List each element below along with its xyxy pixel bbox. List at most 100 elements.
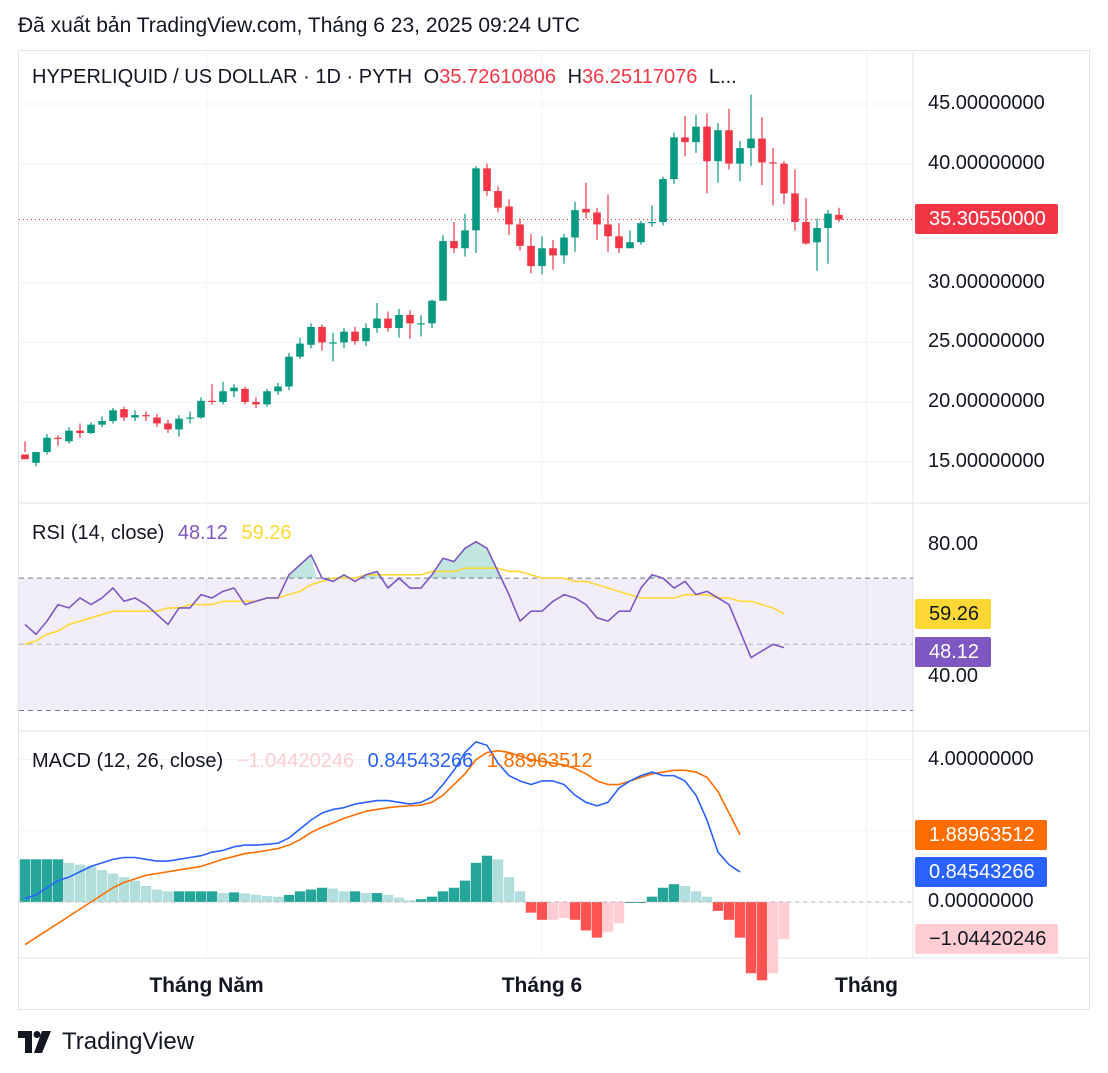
candle-body: [604, 224, 612, 237]
candle: [219, 381, 227, 405]
candle: [615, 223, 623, 253]
candle-body: [516, 224, 524, 246]
candle: [714, 123, 722, 183]
candle-body: [450, 241, 458, 249]
rsi-tag: 48.12: [915, 637, 992, 667]
candle: [483, 163, 491, 196]
macd-hist-bar: [239, 893, 251, 902]
macd-hist-bar: [96, 869, 108, 902]
candle: [824, 210, 832, 264]
macd-hist-bar: [338, 891, 350, 902]
macd-value: 0.84543266: [367, 750, 474, 772]
macd-hist-bar: [470, 862, 482, 902]
macd-hist-bar: [657, 887, 669, 902]
macd-hist-bar: [558, 902, 570, 919]
candle: [208, 384, 216, 405]
candle-body: [747, 138, 755, 149]
macd-hist-bar: [283, 894, 295, 902]
macd-hist-bar: [261, 895, 273, 902]
candle: [307, 323, 315, 349]
macd-hist-bar: [514, 891, 526, 902]
candle: [351, 326, 359, 345]
price-tick-label: 15.00000000: [928, 449, 1045, 472]
footer-brand[interactable]: TradingView: [18, 1028, 194, 1056]
time-tick-label: Tháng: [835, 974, 898, 997]
candle-body: [373, 318, 381, 329]
candle: [230, 384, 238, 398]
price-tick-label: 40.00000000: [928, 151, 1045, 174]
candle: [571, 201, 579, 252]
candle: [758, 117, 766, 186]
candle-body: [274, 386, 282, 392]
candle-body: [637, 223, 645, 243]
macd-hist-bar: [767, 902, 779, 974]
candle-body: [549, 248, 557, 256]
macd-hist-bar: [217, 893, 229, 902]
candle-body: [318, 326, 326, 343]
candle-body: [802, 222, 810, 244]
candle: [241, 386, 249, 405]
macd-hist-bar: [305, 889, 317, 902]
candle: [428, 299, 436, 329]
rsi-ma-value: 59.26: [241, 522, 292, 544]
macd-hist-bar: [415, 899, 427, 902]
macd-hist-bar: [734, 902, 746, 938]
candle-body: [824, 213, 832, 228]
macd-hist-bar: [173, 891, 185, 902]
candle-body: [230, 387, 238, 392]
candle: [65, 427, 73, 444]
candle-body: [406, 314, 414, 324]
candle: [197, 397, 205, 419]
macd-hist-bar: [569, 902, 581, 920]
candle: [252, 397, 260, 408]
candle-body: [780, 163, 788, 194]
macd-hist-bar: [393, 897, 405, 902]
candle: [527, 233, 535, 274]
candle: [549, 239, 557, 270]
candle: [747, 94, 755, 166]
macd-hist-bar: [74, 864, 86, 902]
macd-hist-bar: [162, 891, 174, 902]
macd-hist-bar: [613, 902, 625, 924]
candle-body: [725, 130, 733, 164]
candle-body: [263, 391, 271, 405]
rsi-name: RSI (14, close): [32, 522, 165, 544]
candle-body: [560, 237, 568, 256]
candle: [98, 416, 106, 428]
gridlines: [19, 51, 913, 958]
candle-body: [538, 248, 546, 267]
candle-body: [362, 328, 370, 342]
candle: [450, 222, 458, 253]
candle: [692, 114, 700, 153]
macd-hist-bar: [635, 902, 647, 903]
candle: [340, 328, 348, 349]
candle: [384, 311, 392, 332]
candle: [274, 382, 282, 395]
candle-body: [87, 424, 95, 433]
macd-hist-bar: [723, 902, 735, 920]
macd-hist-bar: [41, 859, 53, 902]
candle-body: [791, 193, 799, 223]
macd-hist-bar: [228, 892, 240, 902]
rsi-line: [24, 540, 785, 659]
candle: [285, 353, 293, 391]
candle: [637, 220, 645, 245]
macd-hist-bar: [63, 862, 75, 902]
candle: [813, 218, 821, 271]
candle: [76, 423, 84, 438]
candle-body: [197, 400, 205, 418]
candle-body: [32, 452, 40, 463]
macd-tick-label: 4.00000000: [928, 747, 1034, 770]
macd-name: MACD (12, 26, close): [32, 750, 224, 772]
candle: [703, 113, 711, 194]
macd-hist-bar: [745, 902, 757, 974]
macd-hist-bar: [327, 888, 339, 902]
candle: [582, 182, 590, 219]
candle-body: [582, 208, 590, 213]
candle: [109, 407, 117, 424]
macd-hist-bar: [778, 902, 790, 940]
candle-body: [252, 402, 260, 405]
rsi-ma-tag: 59.26: [915, 599, 992, 629]
macd-hist-bar: [591, 902, 603, 938]
